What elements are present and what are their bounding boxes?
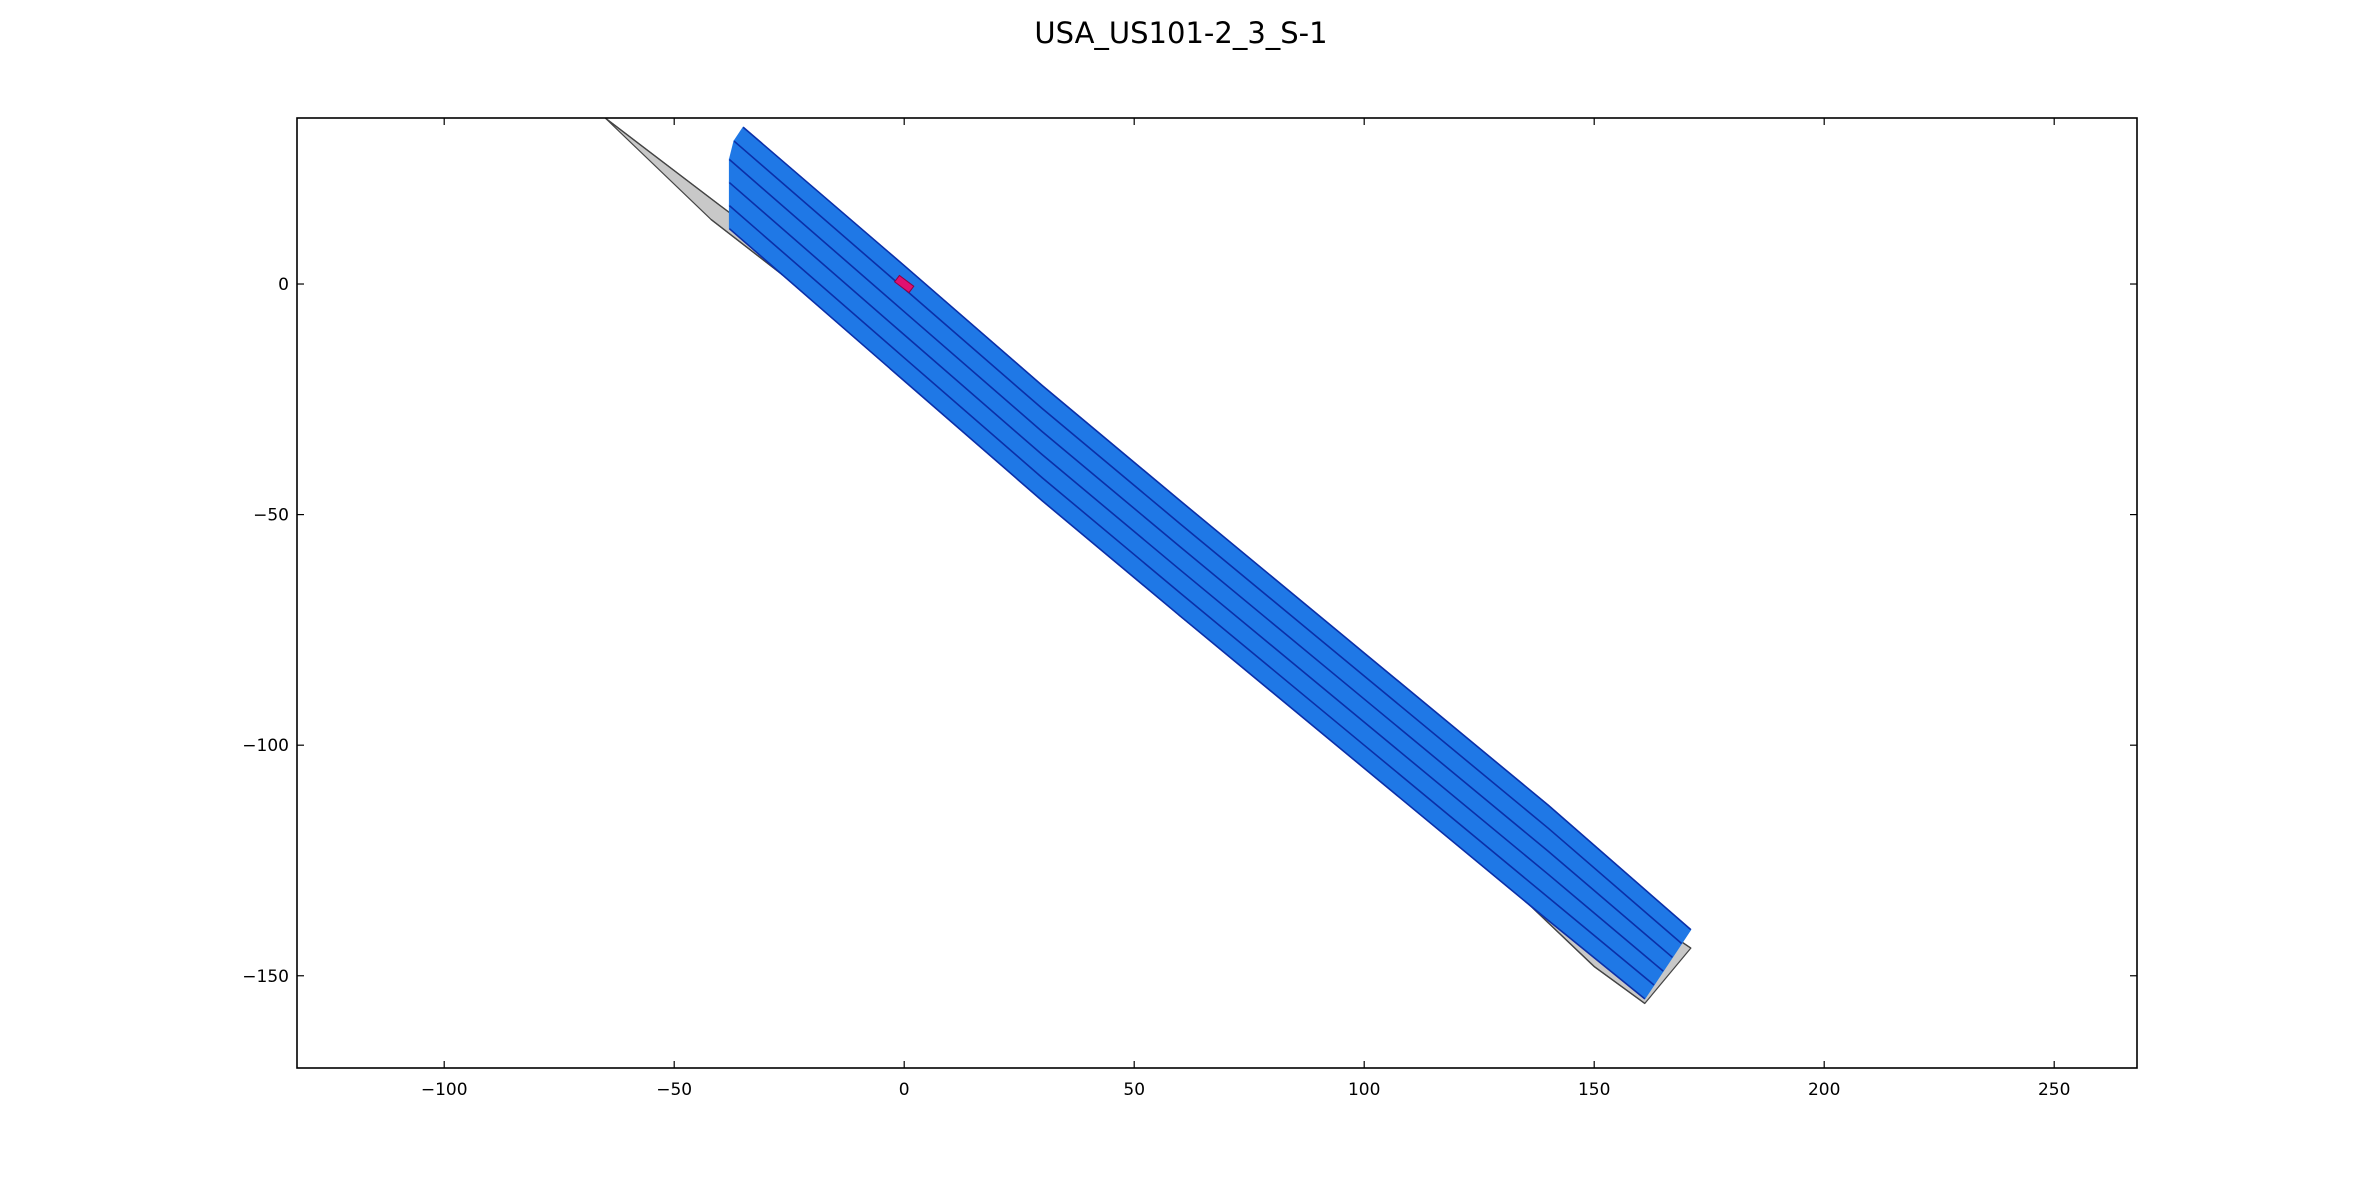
lane-line [728, 158, 1673, 958]
lane-line [728, 181, 1664, 972]
axis-ticks: −100 −50 0 50 100 150 200 250 0 −50 −100 −150 [242, 118, 2137, 1100]
lane-strip [733, 126, 1692, 945]
x-tick-label: 250 [2038, 1080, 2070, 1100]
x-tick-label: −50 [656, 1080, 692, 1100]
axes-frame [296, 117, 2138, 1069]
y-tick-label: −50 [253, 506, 289, 526]
y-tick-label: −100 [242, 736, 289, 756]
lane-layer [728, 126, 1692, 1000]
y-tick-label: −150 [242, 967, 289, 987]
lane-strip [728, 140, 1683, 959]
x-tick-label: 200 [1808, 1080, 1840, 1100]
ego-vehicle [893, 274, 915, 294]
x-tick-label: 100 [1348, 1080, 1380, 1100]
y-tick-label: 0 [278, 275, 289, 295]
lane-line [728, 205, 1655, 986]
chart-title: USA_US101-2_3_S-1 [1034, 16, 1328, 50]
ego-layer [893, 274, 915, 294]
lane-line [742, 126, 1692, 931]
x-tick-label: 0 [899, 1080, 910, 1100]
x-tick-label: −100 [421, 1080, 468, 1100]
x-tick-label: 50 [1123, 1080, 1145, 1100]
lane-line [728, 228, 1646, 1000]
x-tick-label: 150 [1578, 1080, 1610, 1100]
